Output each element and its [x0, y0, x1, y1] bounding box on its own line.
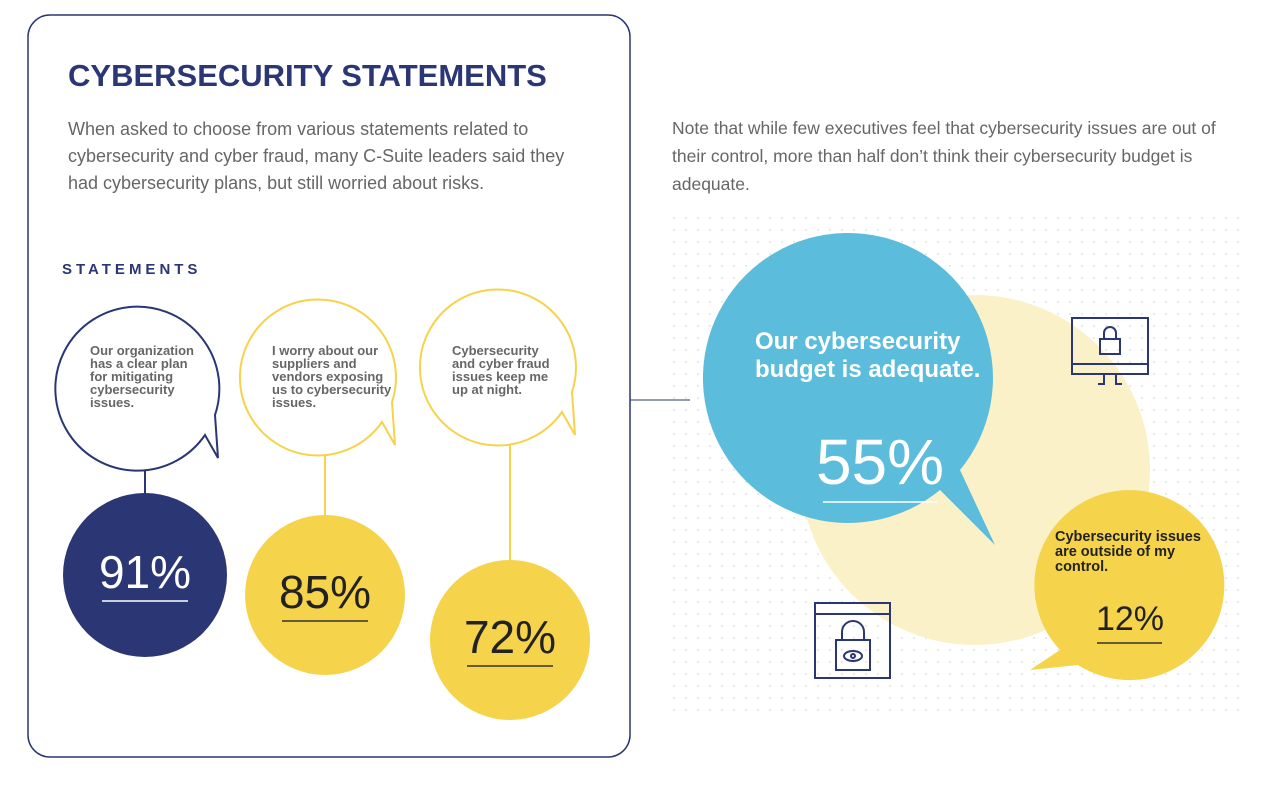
- statement-text: I worry about our suppliers and vendors …: [272, 343, 392, 410]
- icons: [814, 317, 1149, 679]
- statement-percent: 72%: [463, 611, 557, 663]
- statement-text: Our organization has a clear plan for mi…: [90, 343, 194, 410]
- statement-percent: 91%: [98, 546, 192, 598]
- bubbles: [54, 232, 1225, 720]
- note: Note that while few executives feel that…: [672, 118, 1216, 194]
- statement-percent: 85%: [278, 566, 372, 618]
- highlight-text: Cybersecurity issues are outside of my c…: [1055, 529, 1201, 575]
- highlight-text: Our cybersecurity budget is adequate.: [755, 328, 981, 383]
- highlight-percent: 12%: [1095, 600, 1165, 638]
- card: [27, 14, 631, 758]
- section-label: STATEMENTS: [62, 261, 202, 278]
- highlight-percent: 55%: [815, 426, 945, 498]
- statement-text: Cybersecurity and cyber fraud issues kee…: [452, 343, 550, 397]
- intro: When asked to choose from various statem…: [68, 119, 565, 193]
- title: CYBERSECURITY STATEMENTS: [68, 58, 547, 93]
